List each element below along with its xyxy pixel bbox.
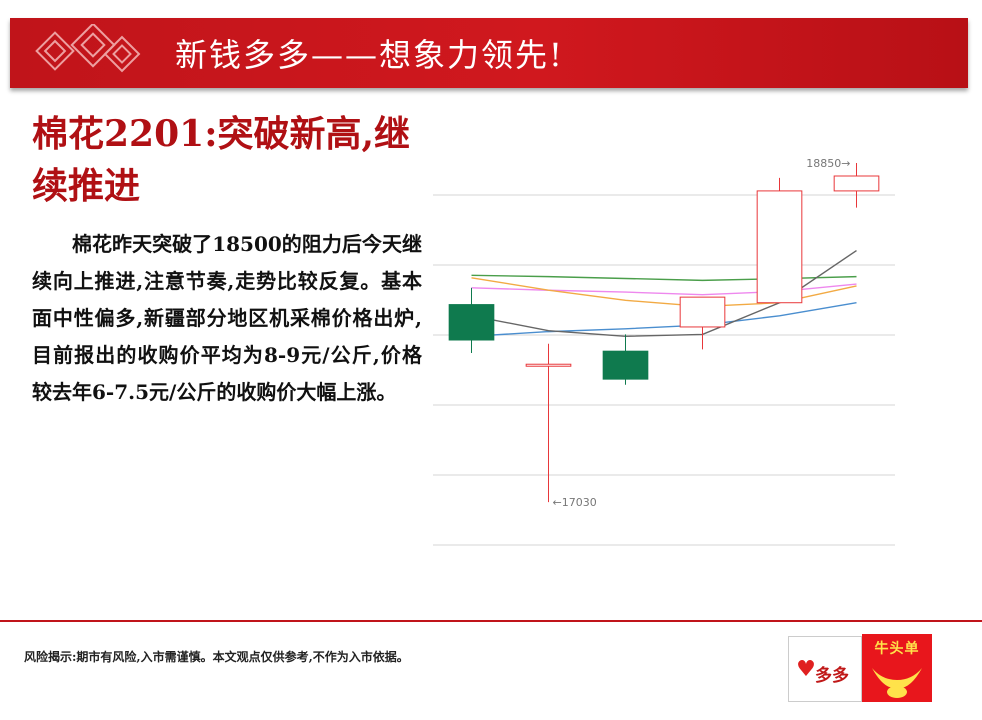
ma-line-3 [471, 302, 857, 337]
candle-0 [448, 287, 495, 354]
candles [448, 162, 880, 503]
annotation-label-1: ←17030 [553, 496, 597, 509]
candlestick-chart: 18850→ ←17030 [433, 157, 895, 546]
footer-divider [0, 620, 982, 622]
candle-body-1 [525, 363, 572, 367]
grid-lines [433, 194, 895, 546]
candle-body-0 [448, 304, 495, 341]
risk-disclaimer: 风险揭示:期市有风险,入市需谨慎。本文观点仅供参考,不作为入市依据。 [24, 650, 409, 664]
candle-body-3 [679, 296, 726, 328]
candle-body-2 [602, 350, 649, 380]
brand-name: 多多 [815, 666, 849, 686]
candle-5 [833, 162, 880, 208]
candle-2 [602, 334, 649, 385]
heart-icon: ♥ [796, 657, 816, 682]
candle-body-5 [833, 175, 880, 192]
annotation-label-0: 18850→ [806, 157, 850, 170]
brand-logo-2-text: 牛头单 [874, 641, 920, 657]
chinese-knot-icon [35, 24, 141, 73]
candle-3 [679, 296, 726, 350]
brand-logo-2: 牛头单 [862, 634, 932, 702]
brand-logo: ♥ 多多 [788, 636, 862, 702]
candle-4 [756, 177, 803, 304]
header-banner: 新钱多多——想象力领先! [10, 18, 968, 88]
candle-1 [525, 343, 572, 503]
candle-body-4 [756, 190, 803, 304]
annotations: 18850→ ←17030 [553, 157, 851, 509]
headline: 棉花2201:突破新高,继续推进 [32, 113, 411, 207]
body-text: 棉花昨天突破了18500的阻力后今天继续向上推进,注意节奏,走势比较反复。基本面… [32, 232, 422, 404]
bull-horn-icon [872, 668, 922, 698]
banner-title: 新钱多多——想象力领先! [175, 36, 564, 74]
